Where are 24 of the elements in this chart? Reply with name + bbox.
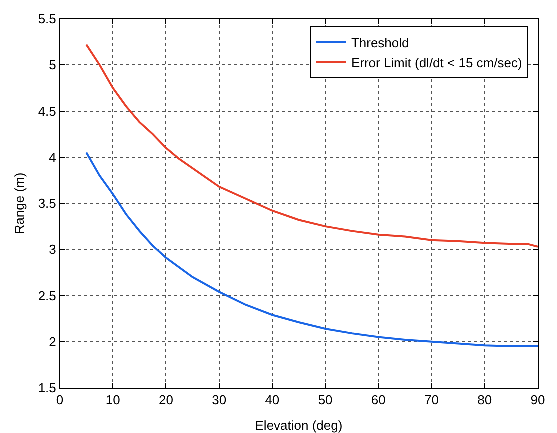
legend-label: Threshold xyxy=(351,35,410,50)
x-axis-title: Elevation (deg) xyxy=(255,418,343,433)
y-tick-label: 5.5 xyxy=(38,12,56,27)
x-tick-label: 80 xyxy=(478,392,492,408)
legend-label: Error Limit (dl/dt < 15 cm/sec) xyxy=(351,55,522,70)
y-axis-title: Range (m) xyxy=(12,172,27,234)
y-tick-label: 3.5 xyxy=(38,196,56,212)
line-series xyxy=(86,152,538,348)
x-tick-label: 50 xyxy=(318,392,333,408)
x-tick-label: 70 xyxy=(424,392,440,408)
y-tick-label: 2 xyxy=(49,334,56,350)
x-tick-label: 0 xyxy=(56,392,64,408)
y-tick-label: 2.5 xyxy=(38,288,56,304)
y-tick-label: 4.5 xyxy=(38,104,56,119)
x-tick-label: 40 xyxy=(265,392,280,408)
y-tick-label: 3 xyxy=(49,242,56,258)
x-tick-label: 30 xyxy=(212,392,227,408)
x-tick-label: 90 xyxy=(530,392,546,408)
y-tick-label: 1.5 xyxy=(38,380,56,396)
x-tick-label: 20 xyxy=(158,392,174,408)
x-tick-label: 10 xyxy=(106,392,120,408)
y-tick-label: 5 xyxy=(49,58,56,73)
x-tick-label: 60 xyxy=(371,392,386,408)
y-tick-label: 4 xyxy=(49,150,56,165)
